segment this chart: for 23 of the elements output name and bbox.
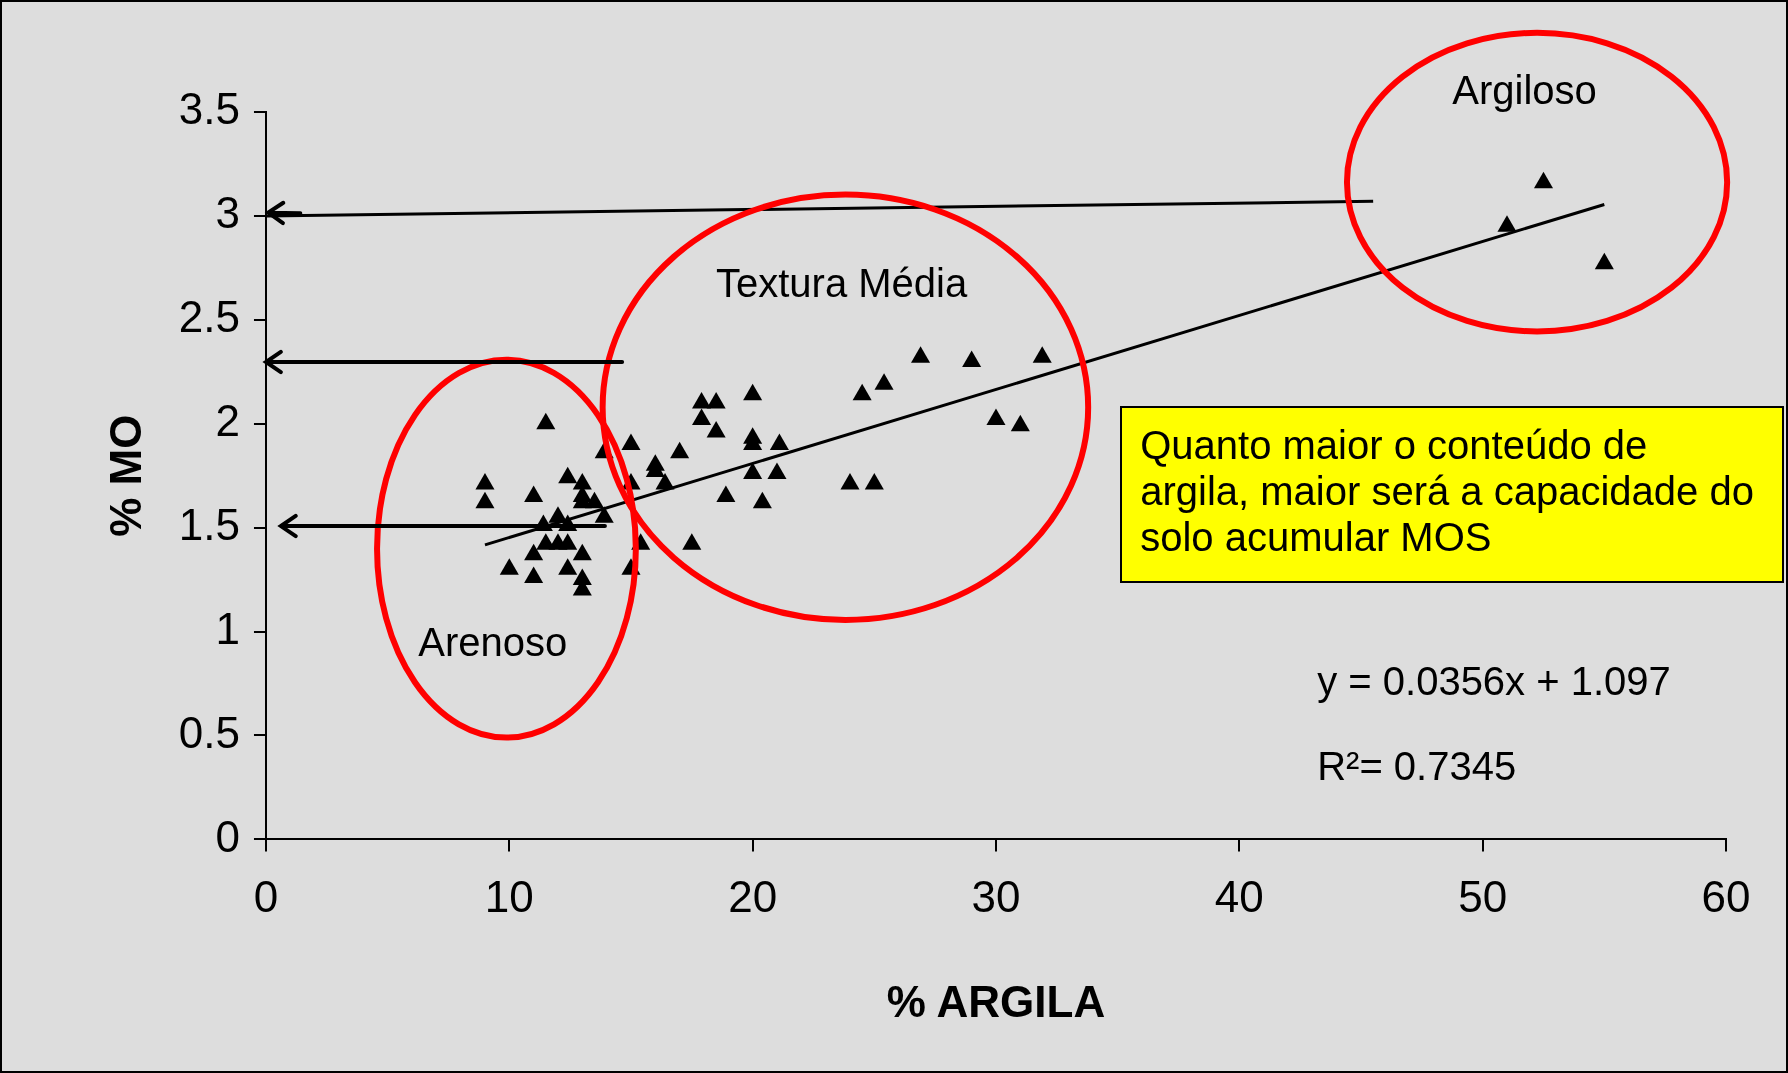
x-tick-label: 0 xyxy=(253,871,279,921)
x-tick-label: 30 xyxy=(971,871,1021,921)
y-tick-label: 2 xyxy=(215,395,240,445)
y-tick-label: 1.5 xyxy=(178,499,240,549)
x-tick-label: 50 xyxy=(1458,871,1508,921)
annotation: y = 0.0356x + 1.097 xyxy=(1317,658,1671,705)
x-tick-label: 10 xyxy=(484,871,534,921)
y-tick-label: 3.5 xyxy=(178,84,240,134)
annotation: Textura Média xyxy=(716,260,968,307)
annotation: R²= 0.7345 xyxy=(1317,743,1517,790)
x-tick-label: 60 xyxy=(1701,871,1751,921)
annotation: Quanto maior o conteúdo de argila, maior será a capacidade do solo acumular MOS xyxy=(1120,406,1785,583)
x-axis-title: % ARGILA xyxy=(886,976,1106,1026)
y-axis-title: % MO xyxy=(100,414,150,537)
annotation: Arenoso xyxy=(418,618,568,665)
y-tick-label: 3 xyxy=(215,188,240,238)
y-tick-label: 0.5 xyxy=(178,707,240,757)
x-tick-label: 20 xyxy=(728,871,778,921)
y-tick-label: 1 xyxy=(215,603,240,653)
y-tick-label: 2.5 xyxy=(178,291,240,341)
x-tick-label: 40 xyxy=(1214,871,1264,921)
text: Argiloso xyxy=(1452,66,1597,113)
y-tick-label: 0 xyxy=(215,811,240,861)
